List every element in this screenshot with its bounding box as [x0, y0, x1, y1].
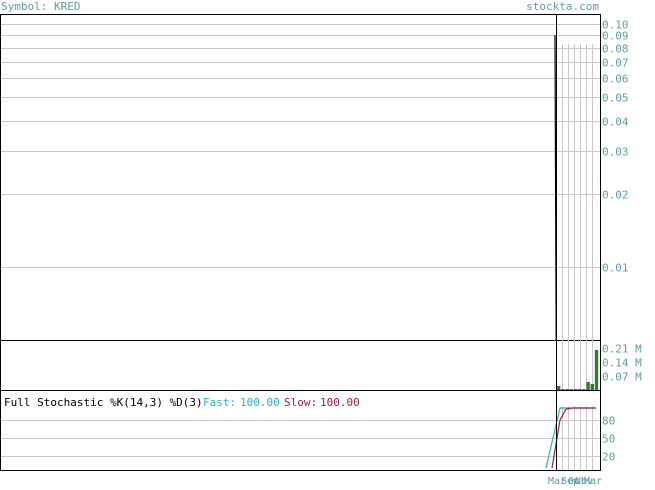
x-tick-label: Nov [575, 476, 593, 486]
symbol-label: Symbol: KRED [1, 0, 81, 13]
price-tick-label: 0.05 [602, 92, 629, 105]
volume-frame [0, 340, 601, 391]
stochastic-fast-value: 100.00 [240, 396, 280, 409]
site-label: stockta.com [526, 0, 599, 13]
price-panel: 0.100.090.080.07 0.06 0.05 0.04 0.03 0.02 0.01 [0, 14, 629, 341]
volume-bar [578, 389, 582, 390]
price-tick-label: 0.03 [602, 146, 629, 159]
price-tick-label: 0.09 [602, 30, 629, 43]
stochastic-tick-label: 80 [602, 415, 615, 428]
stochastic-panel: Full Stochastic %K(14,3) %D(3) Fast: 100… [0, 390, 615, 471]
x-tick-label: Oct [568, 476, 586, 486]
price-tick-label: 0.06 [602, 73, 629, 86]
volume-tick-label: 0.07 M [602, 371, 642, 384]
price-tick-label: 0.08 [602, 43, 629, 56]
stochastic-slow-label: Slow: [284, 396, 317, 409]
volume-panel: 0.21 M0.14 M0.07 M [0, 340, 642, 391]
price-tick-label: 0.02 [602, 189, 629, 202]
stochastic-tick-label: 50 [602, 433, 615, 446]
volume-bar [565, 389, 569, 390]
price-tick-label: 0.10 [602, 19, 629, 32]
price-frame [0, 14, 601, 341]
stochastic-slow-line [551, 407, 596, 469]
x-tick-label: Mar [584, 476, 602, 486]
volume-tick-label: 0.14 M [602, 357, 642, 370]
price-tick-label: 0.04 [602, 116, 629, 129]
stochastic-slow-value: 100.00 [320, 396, 360, 409]
stochastic-fast-label: Fast: [203, 396, 236, 409]
volume-bar [557, 386, 561, 390]
volume-bar [573, 389, 578, 390]
price-tick-label: 0.07 [602, 57, 629, 70]
stochastic-frame [0, 390, 601, 471]
price-tick-label: 0.01 [602, 262, 629, 275]
volume-tick-label: 0.21 M [602, 343, 642, 356]
volume-bar [594, 350, 599, 390]
stochastic-tick-label: 20 [602, 451, 615, 464]
stochastic-title: Full Stochastic %K(14,3) %D(3) [4, 396, 203, 409]
volume-bar [569, 389, 573, 390]
volume-bar [561, 389, 565, 390]
volume-bar [582, 389, 586, 390]
x-tick-label: Sep [561, 476, 579, 486]
x-tick-label: Mar [548, 476, 566, 486]
volume-bar [586, 382, 590, 390]
volume-bar [590, 384, 594, 390]
